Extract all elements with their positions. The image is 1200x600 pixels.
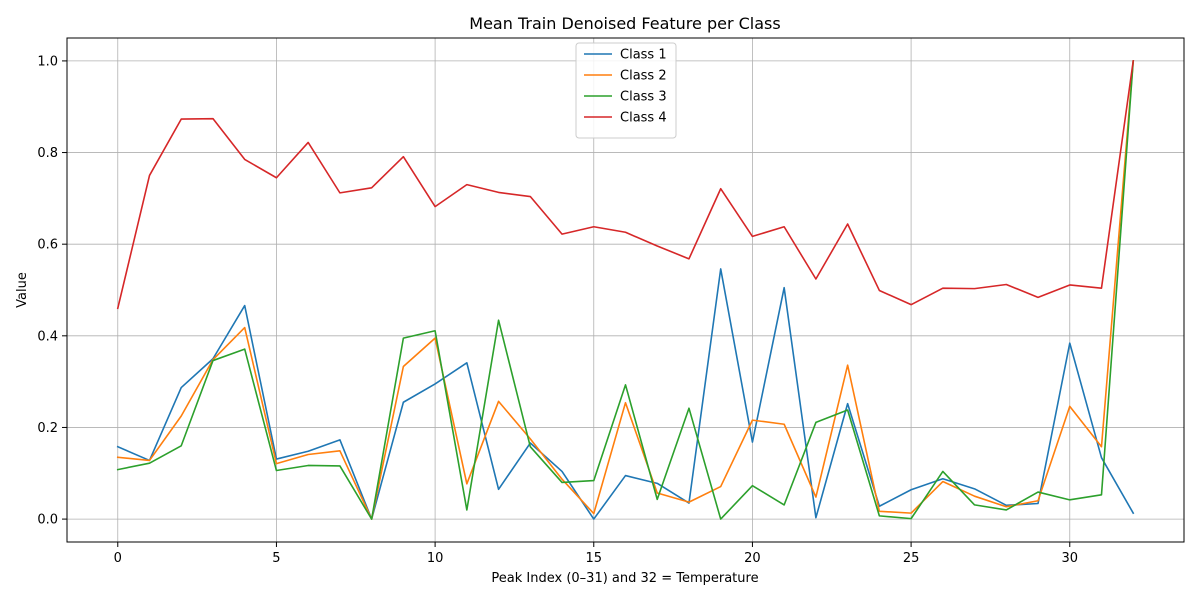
y-tick-label: 0.6 xyxy=(37,238,58,253)
y-tick-label: 1.0 xyxy=(37,54,58,69)
legend-label: Class 2 xyxy=(620,69,667,84)
y-tick-label: 0.8 xyxy=(37,146,58,161)
y-tick-label: 0.2 xyxy=(37,421,58,436)
x-tick-label: 5 xyxy=(272,551,280,566)
series-layer xyxy=(116,60,1135,520)
chart-title: Mean Train Denoised Feature per Class xyxy=(469,14,780,33)
legend-label: Class 3 xyxy=(620,90,667,105)
x-tick-label: 20 xyxy=(744,551,761,566)
legend-label: Class 4 xyxy=(620,111,667,126)
legend-box xyxy=(575,42,677,139)
x-tick-label: 15 xyxy=(585,551,602,566)
y-tick-label: 0.0 xyxy=(37,513,58,528)
series-line-class-3 xyxy=(116,60,1135,520)
series-line-class-1 xyxy=(116,268,1135,520)
x-tick-label: 25 xyxy=(903,551,920,566)
x-axis-label: Peak Index (0–31) and 32 = Temperature xyxy=(491,571,758,586)
legend-label: Class 1 xyxy=(620,48,667,63)
legend: Class 1 Class 2 Class 3 Class 4 xyxy=(575,42,677,139)
plot-frame xyxy=(66,37,1185,543)
y-tick-label: 0.4 xyxy=(37,329,58,344)
y-axis-ticks: 0.0 0.2 0.4 0.6 0.8 1.0 xyxy=(37,54,67,528)
x-tick-label: 0 xyxy=(114,551,122,566)
y-axis-label: Value xyxy=(15,272,30,308)
x-axis-ticks: 0 5 10 15 20 25 30 xyxy=(114,542,1078,566)
x-tick-label: 10 xyxy=(427,551,444,566)
x-tick-label: 30 xyxy=(1061,551,1078,566)
series-line-class-2 xyxy=(116,60,1135,520)
series-line-class-4 xyxy=(116,60,1135,310)
